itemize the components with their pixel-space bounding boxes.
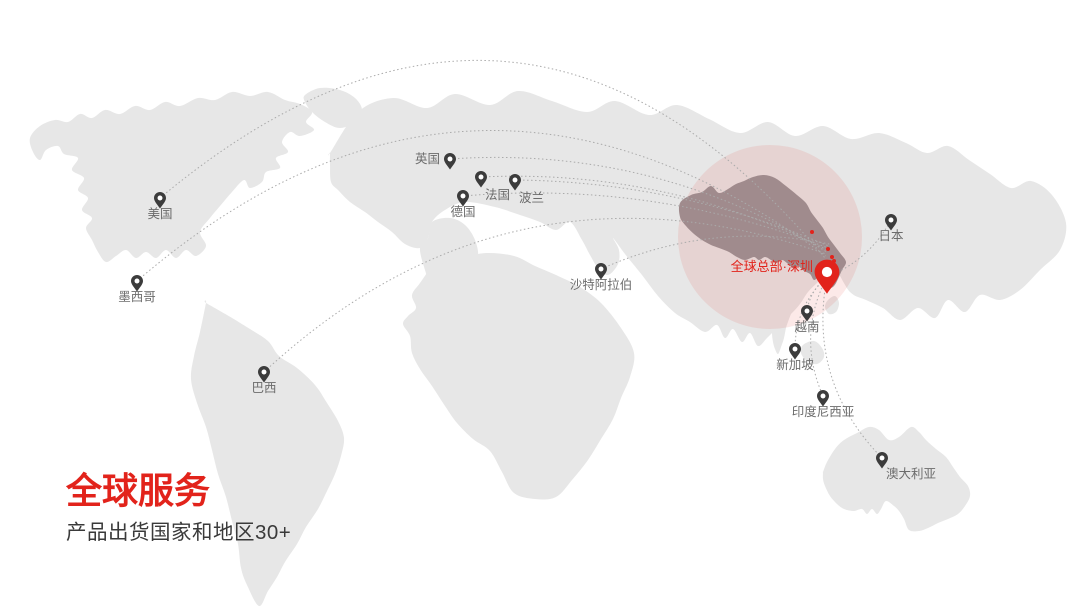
svg-text:新加坡: 新加坡 [776, 357, 814, 372]
svg-text:美国: 美国 [147, 207, 172, 221]
svg-text:印度尼西亚: 印度尼西亚 [792, 404, 855, 419]
svg-text:墨西哥: 墨西哥 [118, 290, 156, 304]
svg-text:澳大利亚: 澳大利亚 [886, 467, 936, 481]
svg-text:德国: 德国 [450, 204, 475, 219]
svg-text:波兰: 波兰 [519, 191, 544, 205]
svg-text:日本: 日本 [878, 229, 904, 243]
svg-text:英国: 英国 [415, 152, 440, 166]
svg-text:法国: 法国 [485, 188, 510, 202]
svg-text:越南: 越南 [794, 319, 819, 334]
svg-text:全球总部·深圳: 全球总部·深圳 [731, 259, 813, 274]
svg-text:巴西: 巴西 [251, 381, 276, 395]
svg-text:沙特阿拉伯: 沙特阿拉伯 [570, 277, 633, 292]
